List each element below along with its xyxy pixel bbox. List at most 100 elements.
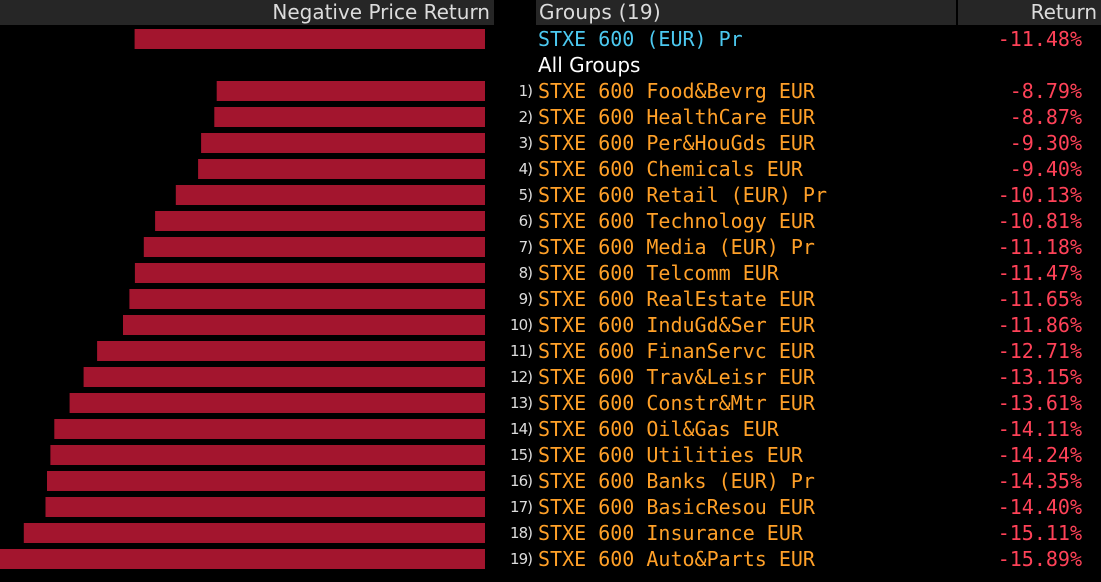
- bar-2: [214, 107, 486, 127]
- group-return: -14.40%: [997, 495, 1082, 519]
- group-name: STXE 600 Trav&Leisr EUR: [538, 365, 815, 389]
- group-return: -14.11%: [997, 417, 1082, 441]
- group-return: -10.13%: [997, 183, 1082, 207]
- group-return: -12.71%: [997, 339, 1082, 363]
- group-row[interactable]: 5) STXE 600 Retail (EUR) Pr -10.13%: [0, 182, 1101, 208]
- group-row[interactable]: 2) STXE 600 HealthCare EUR -8.87%: [0, 104, 1101, 130]
- rank-label: 10): [510, 316, 533, 334]
- group-row[interactable]: 19) STXE 600 Auto&Parts EUR -15.89%: [0, 546, 1101, 572]
- group-row[interactable]: 16) STXE 600 Banks (EUR) Pr -14.35%: [0, 468, 1101, 494]
- rank-label: 18): [510, 524, 533, 542]
- bar-18: [23, 523, 486, 543]
- group-row[interactable]: 10) STXE 600 InduGd&Ser EUR -11.86%: [0, 312, 1101, 338]
- group-row[interactable]: 18) STXE 600 Insurance EUR -15.11%: [0, 520, 1101, 546]
- group-name: STXE 600 Utilities EUR: [538, 443, 803, 467]
- group-return: -14.35%: [997, 469, 1082, 493]
- rank-label: 3): [518, 134, 533, 152]
- group-name: STXE 600 Telcomm EUR: [538, 261, 779, 285]
- return-column-header[interactable]: Return: [958, 0, 1101, 25]
- rank-label: 4): [518, 160, 533, 178]
- group-name: STXE 600 Retail (EUR) Pr: [538, 183, 827, 207]
- group-name: STXE 600 HealthCare EUR: [538, 105, 815, 129]
- group-name: STXE 600 Auto&Parts EUR: [538, 547, 815, 571]
- rank-label: 12): [510, 368, 533, 386]
- group-return: -9.30%: [1009, 131, 1082, 155]
- rank-label: 1): [518, 82, 533, 100]
- group-name: STXE 600 FinanServc EUR: [538, 339, 815, 363]
- group-name: STXE 600 Oil&Gas EUR: [538, 417, 779, 441]
- index-return: -11.48%: [997, 27, 1082, 51]
- group-name: STXE 600 BasicResou EUR: [538, 495, 815, 519]
- bar-17: [45, 497, 485, 517]
- group-return: -9.40%: [1009, 157, 1082, 181]
- rank-label: 8): [518, 264, 533, 282]
- group-return: -11.65%: [997, 287, 1082, 311]
- group-return: -8.87%: [1009, 105, 1082, 129]
- bar-15: [50, 445, 486, 465]
- group-return: -13.61%: [997, 391, 1082, 415]
- group-name: STXE 600 RealEstate EUR: [538, 287, 815, 311]
- group-row[interactable]: 11) STXE 600 FinanServc EUR -12.71%: [0, 338, 1101, 364]
- bar-1: [216, 81, 485, 101]
- groups-column-header[interactable]: Groups (19): [536, 0, 956, 25]
- group-return: -15.89%: [997, 547, 1082, 571]
- group-row[interactable]: 7) STXE 600 Media (EUR) Pr -11.18%: [0, 234, 1101, 260]
- bar-4: [198, 159, 485, 179]
- bar-13: [69, 393, 485, 413]
- rank-label: 2): [518, 108, 533, 126]
- all-groups-label: All Groups: [538, 53, 641, 77]
- group-name: STXE 600 Media (EUR) Pr: [538, 235, 815, 259]
- group-row[interactable]: 3) STXE 600 Per&HouGds EUR -9.30%: [0, 130, 1101, 156]
- rank-label: 6): [518, 212, 533, 230]
- group-name: STXE 600 Insurance EUR: [538, 521, 803, 545]
- bar-8: [134, 263, 485, 283]
- bar-5: [175, 185, 486, 205]
- group-return: -10.81%: [997, 209, 1082, 233]
- group-return: -8.79%: [1009, 79, 1082, 103]
- group-row[interactable]: 4) STXE 600 Chemicals EUR -9.40%: [0, 156, 1101, 182]
- group-row[interactable]: 1) STXE 600 Food&Bevrg EUR -8.79%: [0, 78, 1101, 104]
- rank-label: 19): [510, 550, 533, 568]
- group-name: STXE 600 Technology EUR: [538, 209, 815, 233]
- rank-label: 13): [510, 394, 533, 412]
- group-name: STXE 600 Banks (EUR) Pr: [538, 469, 815, 493]
- rank-label: 11): [510, 342, 533, 360]
- bar-16: [47, 471, 485, 491]
- bar-7: [143, 237, 486, 257]
- group-name: STXE 600 InduGd&Ser EUR: [538, 313, 815, 337]
- group-row[interactable]: 6) STXE 600 Technology EUR -10.81%: [0, 208, 1101, 234]
- group-return: -13.15%: [997, 365, 1082, 389]
- group-return: -11.47%: [997, 261, 1082, 285]
- group-row[interactable]: 13) STXE 600 Constr&Mtr EUR -13.61%: [0, 390, 1101, 416]
- rank-label: 15): [510, 446, 533, 464]
- group-row[interactable]: 14) STXE 600 Oil&Gas EUR -14.11%: [0, 416, 1101, 442]
- rank-label: 17): [510, 498, 533, 516]
- bar-column-header[interactable]: Negative Price Return: [0, 0, 494, 25]
- group-row[interactable]: 8) STXE 600 Telcomm EUR -11.47%: [0, 260, 1101, 286]
- group-name: STXE 600 Chemicals EUR: [538, 157, 803, 181]
- bar-3: [201, 133, 485, 153]
- group-row[interactable]: 9) STXE 600 RealEstate EUR -11.65%: [0, 286, 1101, 312]
- group-return: -11.86%: [997, 313, 1082, 337]
- group-row[interactable]: 15) STXE 600 Utilities EUR -14.24%: [0, 442, 1101, 468]
- bar-14: [54, 419, 486, 439]
- bar-11: [97, 341, 485, 361]
- group-return: -14.24%: [997, 443, 1082, 467]
- group-row[interactable]: 17) STXE 600 BasicResou EUR -14.40%: [0, 494, 1101, 520]
- bar-6: [155, 211, 485, 231]
- rank-label: 9): [518, 290, 533, 308]
- rank-label: 16): [510, 472, 533, 490]
- bar-10: [123, 315, 485, 335]
- index-row[interactable]: STXE 600 (EUR) Pr -11.48%: [0, 26, 1101, 52]
- group-name: STXE 600 Constr&Mtr EUR: [538, 391, 815, 415]
- group-return: -11.18%: [997, 235, 1082, 259]
- rank-label: 7): [518, 238, 533, 256]
- bar-index: [134, 29, 485, 49]
- index-name: STXE 600 (EUR) Pr: [538, 27, 743, 51]
- group-row[interactable]: 12) STXE 600 Trav&Leisr EUR -13.15%: [0, 364, 1101, 390]
- group-return: -15.11%: [997, 521, 1082, 545]
- bar-9: [129, 289, 485, 309]
- bar-19: [0, 549, 485, 569]
- group-name: STXE 600 Food&Bevrg EUR: [538, 79, 815, 103]
